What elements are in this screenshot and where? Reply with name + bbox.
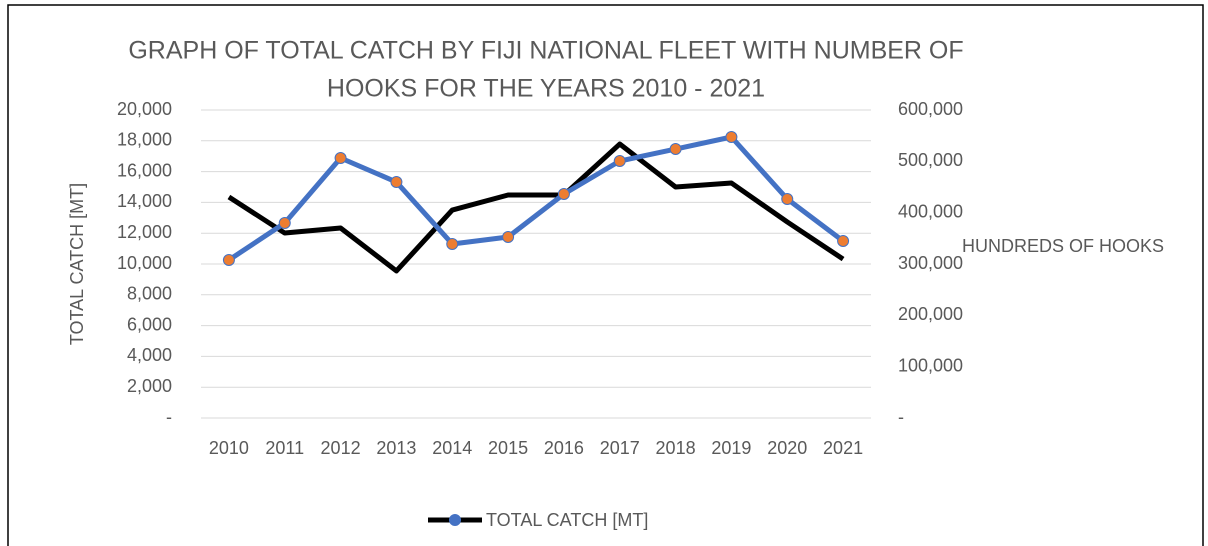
x-tick-label: 2018 bbox=[656, 438, 696, 458]
legend-marker bbox=[449, 514, 461, 526]
y-tick-label: 10,000 bbox=[117, 253, 172, 273]
y-tick-label: 14,000 bbox=[117, 191, 172, 211]
y-tick-label: 20,000 bbox=[117, 99, 172, 119]
y-tick-label: 2,000 bbox=[127, 376, 172, 396]
series-marker bbox=[446, 237, 459, 250]
y-tick-label: - bbox=[166, 407, 172, 427]
y2-tick-label: 100,000 bbox=[898, 355, 963, 375]
x-tick-label: 2011 bbox=[265, 438, 304, 458]
x-tick-label: 2010 bbox=[209, 438, 249, 458]
y2-tick-label: 300,000 bbox=[898, 253, 963, 273]
y-tick-label: 6,000 bbox=[127, 314, 172, 334]
series-marker bbox=[669, 143, 682, 156]
series-marker bbox=[390, 176, 403, 189]
y2-axis-label: HUNDREDS OF HOOKS bbox=[962, 236, 1164, 256]
series-line bbox=[227, 141, 845, 274]
series-marker bbox=[557, 187, 570, 200]
series-marker bbox=[613, 155, 626, 168]
series-marker bbox=[781, 193, 794, 206]
y2-tick-label: - bbox=[898, 407, 904, 427]
y2-tick-label: 600,000 bbox=[898, 99, 963, 119]
chart-title: HOOKS FOR THE YEARS 2010 - 2021 bbox=[327, 75, 765, 103]
x-tick-label: 2014 bbox=[432, 438, 472, 458]
chart-title: GRAPH OF TOTAL CATCH BY FIJI NATIONAL FL… bbox=[128, 37, 963, 65]
y2-tick-label: 200,000 bbox=[898, 304, 963, 324]
x-tick-label: 2021 bbox=[823, 438, 863, 458]
series-marker bbox=[334, 151, 347, 164]
series-line bbox=[227, 134, 845, 263]
y-tick-label: 16,000 bbox=[117, 160, 172, 180]
x-tick-label: 2015 bbox=[488, 438, 528, 458]
series-marker bbox=[837, 235, 850, 248]
y2-tick-label: 500,000 bbox=[898, 150, 963, 170]
series-marker bbox=[222, 253, 235, 266]
y-axis-label: TOTAL CATCH [MT] bbox=[67, 183, 87, 345]
x-tick-label: 2013 bbox=[376, 438, 416, 458]
y-tick-label: 8,000 bbox=[127, 284, 172, 304]
y-tick-label: 12,000 bbox=[117, 222, 172, 242]
x-tick-label: 2020 bbox=[767, 438, 807, 458]
y-tick-label: 4,000 bbox=[127, 345, 172, 365]
x-tick-label: 2012 bbox=[321, 438, 361, 458]
x-tick-label: 2019 bbox=[711, 438, 751, 458]
series-marker bbox=[725, 131, 738, 144]
y-tick-label: 18,000 bbox=[117, 130, 172, 150]
y2-tick-label: 400,000 bbox=[898, 201, 963, 221]
x-tick-label: 2017 bbox=[600, 438, 640, 458]
legend-label: TOTAL CATCH [MT] bbox=[486, 510, 648, 530]
series-marker bbox=[278, 216, 291, 229]
chart-frame bbox=[7, 4, 1204, 546]
x-tick-label: 2016 bbox=[544, 438, 584, 458]
series-marker bbox=[502, 230, 515, 243]
